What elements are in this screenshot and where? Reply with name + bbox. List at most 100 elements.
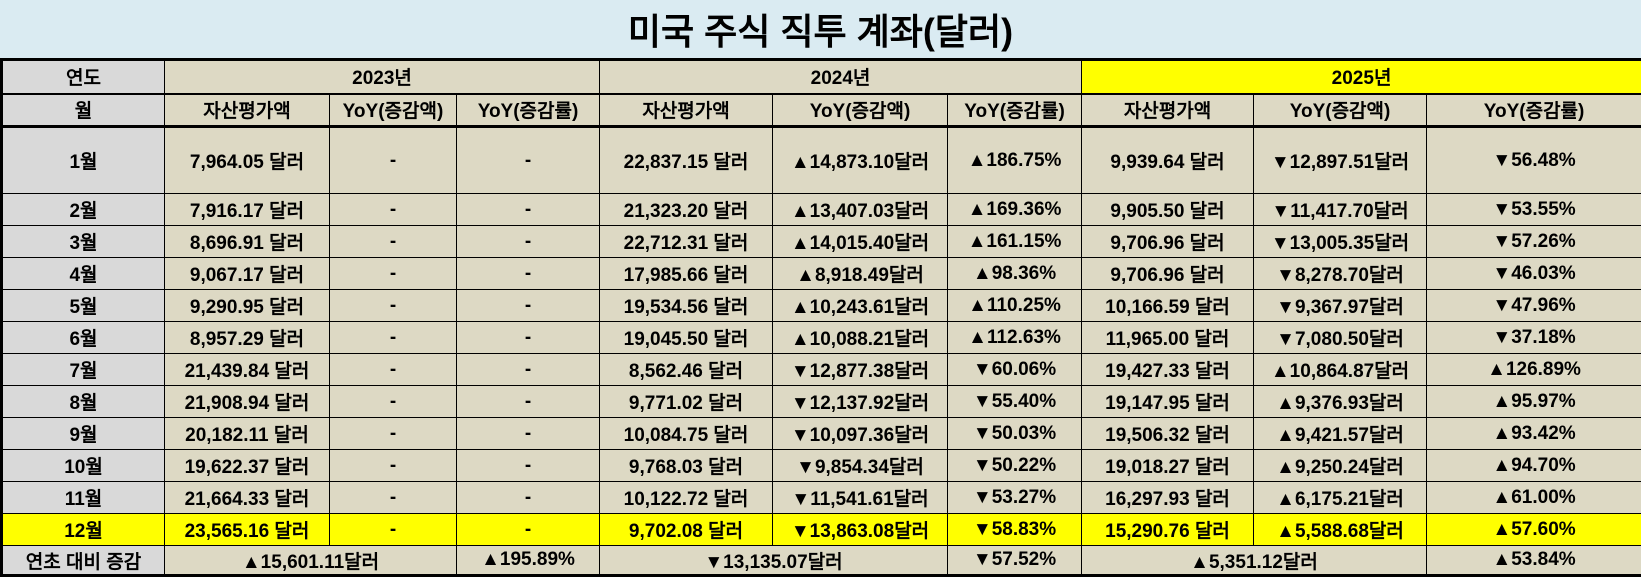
yoy-amount-cell: ▼12,897.51달러	[1253, 126, 1428, 194]
yoy-rate-cell: -	[455, 126, 601, 194]
yoy-amount-cell: ▼11,417.70달러	[1253, 193, 1428, 226]
yoy-amount-cell: ▼12,877.38달러	[772, 353, 949, 386]
table-row: 5월 9,290.95 달러 - -19,534.56 달러 ▲10,243.61달러 ▲…	[1, 289, 1641, 322]
yoy-amount-cell: ▼11,541.61달러	[772, 481, 949, 514]
yoy-amount-cell: ▲8,918.49달러	[772, 257, 949, 290]
asset-value-cell: 8,696.91 달러	[164, 225, 330, 258]
asset-value-cell: 9,939.64 달러	[1081, 126, 1255, 194]
yoy-amount-cell: ▼13,005.35달러	[1253, 225, 1428, 258]
yoy-rate-cell: ▲61.00%	[1426, 481, 1641, 514]
asset-value-cell: 21,664.33 달러	[164, 481, 330, 514]
yoy-rate-cell: ▼57.26%	[1426, 225, 1641, 258]
yoy-amount-cell: ▲9,250.24달러	[1253, 449, 1428, 482]
account-table: 연도 2023년 2024년 2025년 월 자산평가액 YoY(증감액) Yo…	[0, 58, 1641, 577]
asset-value-cell: 21,908.94 달러	[164, 385, 330, 418]
asset-value-cell: 9,706.96 달러	[1081, 225, 1255, 258]
yoy-amount-cell: ▼10,097.36달러	[772, 417, 949, 450]
yoy-amount-cell: ▼13,863.08달러	[772, 513, 949, 546]
yoy-rate-cell: ▼58.83%	[947, 513, 1083, 546]
yoy-rate-cell: ▼46.03%	[1426, 257, 1641, 290]
yoy-rate-cell: -	[455, 225, 601, 258]
month-label: 12월	[1, 513, 165, 546]
yoy-rate-cell: ▼55.40%	[947, 385, 1083, 418]
table-row: 6월 8,957.29 달러 - -19,045.50 달러 ▲10,088.21달러 ▲…	[1, 321, 1641, 354]
yoy-amount-cell: ▲5,588.68달러	[1253, 513, 1428, 546]
subcolumn-header-row: 월 자산평가액 YoY(증감액) YoY(증감률) 자산평가액 YoY(증감액)…	[1, 93, 1641, 128]
yoy-rate-cell: ▼47.96%	[1426, 289, 1641, 322]
month-label: 8월	[1, 385, 165, 418]
year-header-row: 연도 2023년 2024년 2025년	[1, 58, 1641, 95]
yoy-rate-cell: ▲95.97%	[1426, 385, 1641, 418]
asset-value-cell: 8,957.29 달러	[164, 321, 330, 354]
yoy-amount-cell: -	[329, 289, 457, 322]
yoy-rate-cell: -	[455, 193, 601, 226]
summary-row: 연초 대비 증감 ▲15,601.11달러 ▲195.89% ▼13,135.0…	[1, 545, 1641, 576]
asset-value-cell: 10,166.59 달러	[1081, 289, 1255, 322]
asset-value-cell: 20,182.11 달러	[164, 417, 330, 450]
yoy-amount-cell: ▲10,088.21달러	[772, 321, 949, 354]
yoy-rate-cell: ▲186.75%	[947, 126, 1083, 194]
asset-value-cell: 9,768.03 달러	[599, 449, 774, 482]
year-2024-header: 2024년	[599, 58, 1083, 95]
asset-value-cell: 10,122.72 달러	[599, 481, 774, 514]
table-row: 10월 19,622.37 달러 - -9,768.03 달러 ▼9,854.34달러 ▼…	[1, 449, 1641, 482]
yoy-rate-cell: -	[455, 417, 601, 450]
asset-value-cell: 21,439.84 달러	[164, 353, 330, 386]
table-row: 7월 21,439.84 달러 - -8,562.46 달러 ▼12,877.38달러 ▼…	[1, 353, 1641, 386]
yoy-rate-cell: -	[455, 257, 601, 290]
yoy-rate-cell: ▼60.06%	[947, 353, 1083, 386]
asset-value-cell: 7,964.05 달러	[164, 126, 330, 194]
yoy-amount-cell: -	[329, 321, 457, 354]
asset-value-cell: 8,562.46 달러	[599, 353, 774, 386]
asset-value-cell: 9,290.95 달러	[164, 289, 330, 322]
month-label: 4월	[1, 257, 165, 290]
yoy-rate-column-header: YoY(증감률)	[947, 93, 1083, 128]
asset-value-cell: 19,506.32 달러	[1081, 417, 1255, 450]
ytd-change-amount-cell: ▼13,135.07달러	[599, 545, 949, 576]
table-row: 9월 20,182.11 달러 - -10,084.75 달러 ▼10,097.36달러…	[1, 417, 1641, 450]
yoy-rate-column-header: YoY(증감률)	[455, 93, 601, 128]
table-row: 12월 23,565.16 달러 - -9,702.08 달러 ▼13,863.08달러…	[1, 513, 1641, 546]
yoy-rate-cell: ▲98.36%	[947, 257, 1083, 290]
month-label: 5월	[1, 289, 165, 322]
year-2023-header: 2023년	[163, 58, 601, 95]
yoy-amount-cell: -	[329, 257, 457, 290]
month-label: 7월	[1, 353, 165, 386]
yoy-amount-column-header: YoY(증감액)	[329, 93, 457, 128]
yoy-amount-cell: ▲6,175.21달러	[1253, 481, 1428, 514]
yoy-rate-cell: ▲94.70%	[1426, 449, 1641, 482]
asset-column-header: 자산평가액	[164, 93, 330, 128]
yoy-rate-cell: ▲112.63%	[947, 321, 1083, 354]
yoy-rate-cell: -	[455, 481, 601, 514]
table-row: 11월 21,664.33 달러 - -10,122.72 달러 ▼11,541.61달…	[1, 481, 1641, 514]
page-title: 미국 주식 직투 계좌(달러)	[627, 11, 1014, 52]
month-label: 1월	[1, 126, 165, 194]
month-label: 2월	[1, 193, 165, 226]
yoy-rate-cell: ▼50.03%	[947, 417, 1083, 450]
asset-value-cell: 9,706.96 달러	[1081, 257, 1255, 290]
yoy-rate-cell: -	[455, 385, 601, 418]
ytd-change-rate-cell: ▲53.84%	[1426, 545, 1641, 576]
ytd-change-amount-cell: ▲15,601.11달러	[164, 545, 457, 576]
yoy-amount-column-header: YoY(증감액)	[772, 93, 949, 128]
yoy-amount-cell: ▼7,080.50달러	[1253, 321, 1428, 354]
yoy-amount-cell: ▼9,854.34달러	[772, 449, 949, 482]
asset-column-header: 자산평가액	[1081, 93, 1255, 128]
yoy-rate-cell: -	[455, 449, 601, 482]
asset-value-cell: 9,905.50 달러	[1081, 193, 1255, 226]
asset-value-cell: 19,622.37 달러	[164, 449, 330, 482]
year-label: 연도	[1, 58, 165, 95]
yoy-rate-cell: -	[455, 321, 601, 354]
asset-value-cell: 11,965.00 달러	[1081, 321, 1255, 354]
month-label: 10월	[1, 449, 165, 482]
year-2025-header: 2025년	[1081, 58, 1641, 95]
yoy-rate-cell: ▲93.42%	[1426, 417, 1641, 450]
ytd-change-rate-cell: ▲195.89%	[455, 545, 601, 576]
month-label: 9월	[1, 417, 165, 450]
yoy-amount-cell: ▲13,407.03달러	[772, 193, 949, 226]
asset-value-cell: 17,985.66 달러	[599, 257, 774, 290]
asset-value-cell: 22,712.31 달러	[599, 225, 774, 258]
yoy-amount-cell: ▲14,015.40달러	[772, 225, 949, 258]
yoy-amount-cell: -	[329, 225, 457, 258]
